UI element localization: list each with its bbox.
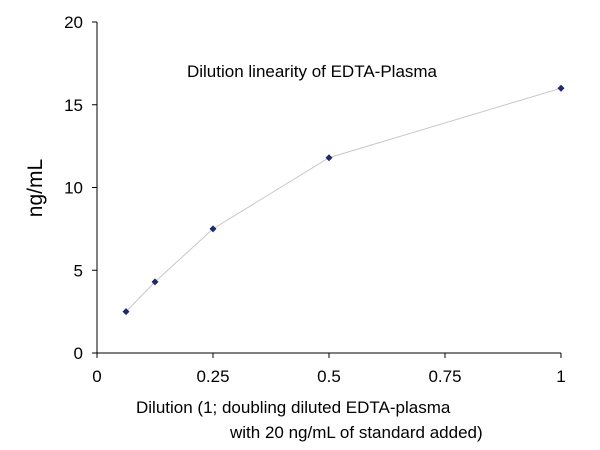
chart-title: Dilution linearity of EDTA-Plasma <box>187 62 438 81</box>
x-tick-label: 0.5 <box>317 367 341 386</box>
x-tick-label: 0.25 <box>196 367 229 386</box>
data-point-marker <box>209 225 217 233</box>
data-point-marker <box>122 308 130 316</box>
data-point-marker <box>557 84 565 92</box>
y-tick-label: 10 <box>64 179 83 198</box>
x-tick-label: 1 <box>556 367 565 386</box>
y-tick-label: 0 <box>74 344 83 363</box>
data-point-marker <box>151 278 159 286</box>
x-tick-label: 0.75 <box>428 367 461 386</box>
y-axis-ticks: 0 5 10 15 20 <box>64 13 97 363</box>
series-line <box>125 87 562 312</box>
x-axis-label-line-2: with 20 ng/mL of standard added) <box>229 423 483 442</box>
x-axis-ticks: 0 0.25 0.5 0.75 1 <box>92 353 566 386</box>
y-axis-label: ng/mL <box>24 159 47 217</box>
data-series <box>122 84 565 316</box>
data-point-marker <box>325 154 333 162</box>
y-tick-label: 5 <box>74 261 83 280</box>
y-tick-label: 20 <box>64 13 83 32</box>
y-tick-label: 15 <box>64 96 83 115</box>
x-axis-label-line-1: Dilution (1; doubling diluted EDTA-plasm… <box>136 398 451 417</box>
x-tick-label: 0 <box>92 367 101 386</box>
